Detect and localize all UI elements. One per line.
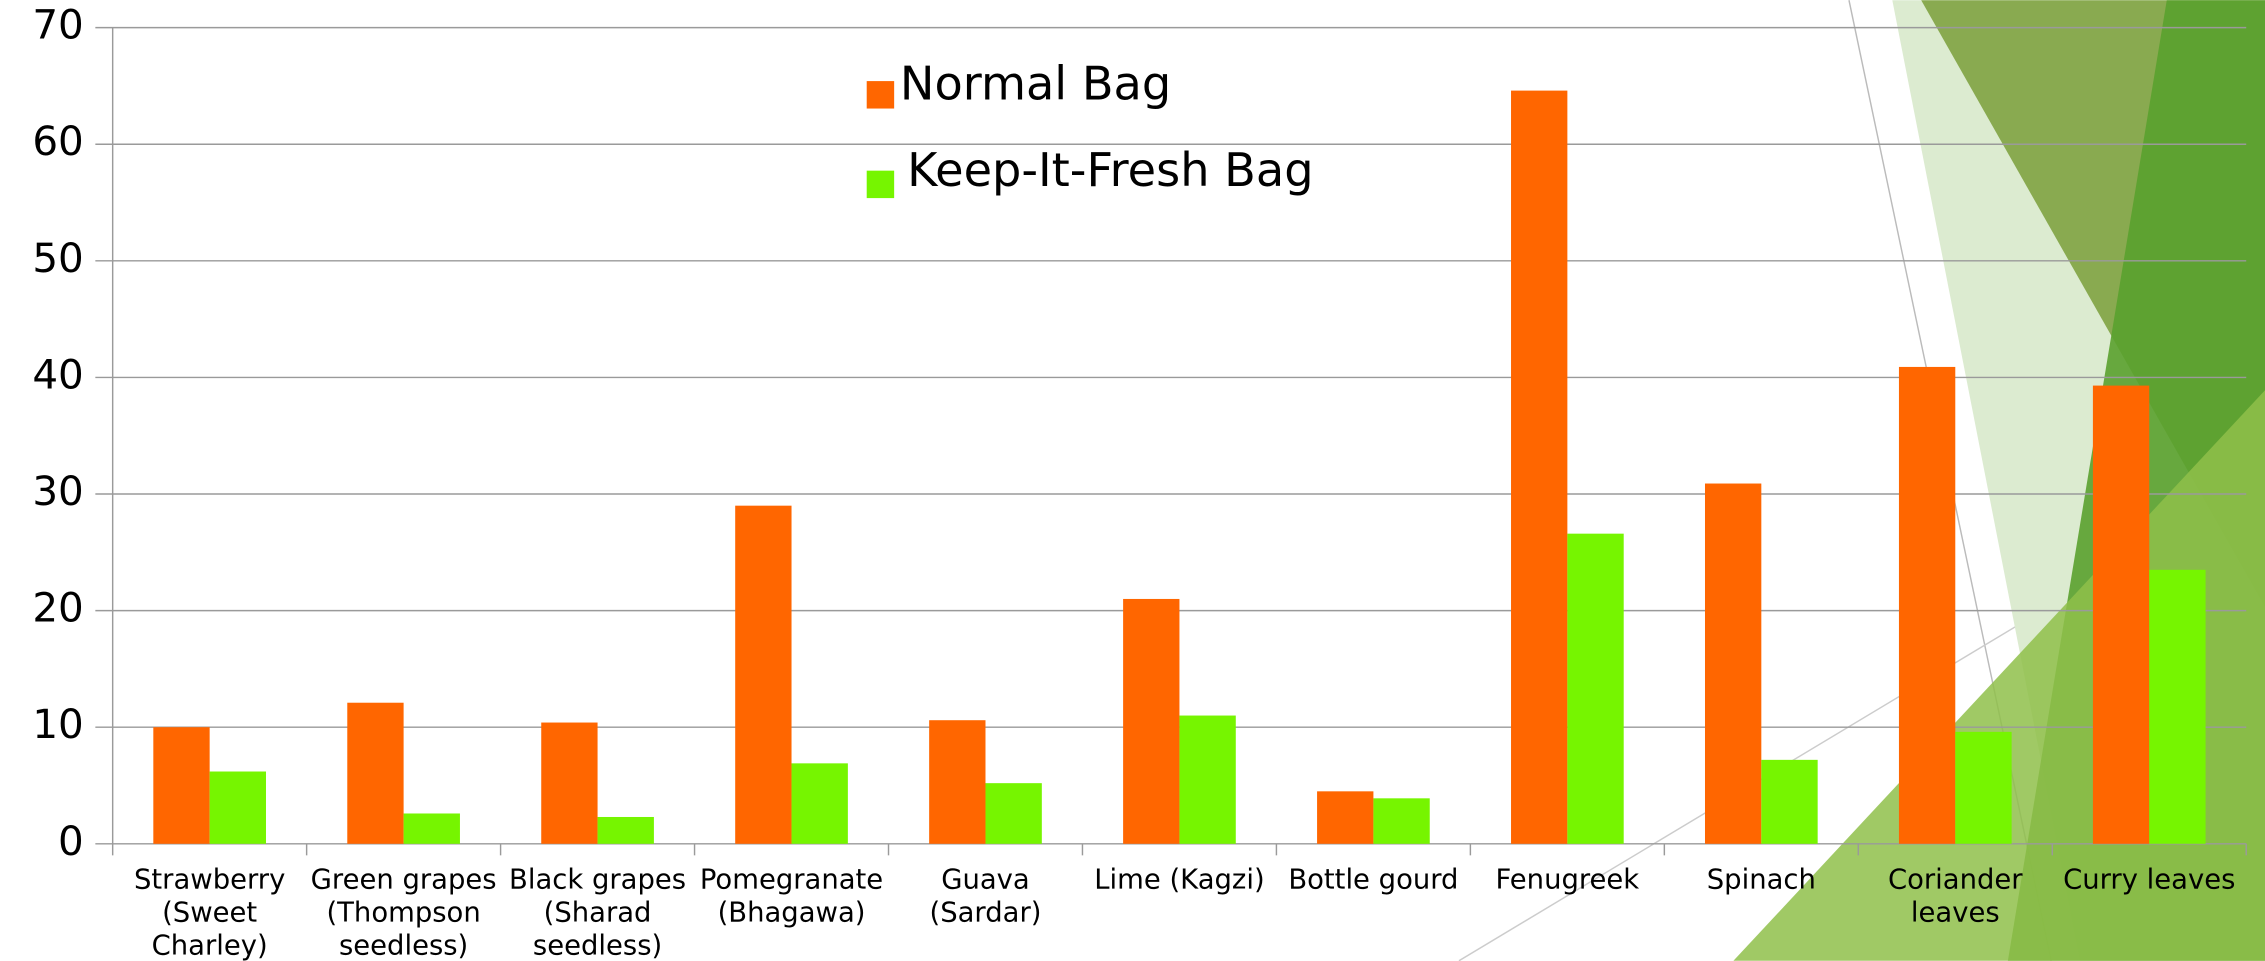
bar xyxy=(2149,570,2205,844)
x-tick-label: Spinach xyxy=(1707,865,1816,896)
legend-swatch xyxy=(867,171,894,198)
bar xyxy=(735,506,791,844)
bar xyxy=(598,817,654,844)
bars xyxy=(153,91,2205,844)
x-tick-label: Guava(Sardar) xyxy=(930,865,1042,929)
y-tick-label: 70 xyxy=(32,1,83,49)
y-tick-label: 40 xyxy=(32,350,83,398)
bar xyxy=(1373,798,1429,843)
x-tick-label: Curry leaves xyxy=(2063,865,2235,896)
bar xyxy=(1705,484,1761,844)
bar xyxy=(929,720,985,844)
x-tick-label: Lime (Kagzi) xyxy=(1094,865,1264,896)
legend-label: Normal Bag xyxy=(900,56,1171,110)
bar xyxy=(2093,386,2149,844)
bar xyxy=(1123,599,1179,844)
bar xyxy=(541,723,597,844)
bar xyxy=(210,772,266,844)
bar xyxy=(404,813,460,843)
bar xyxy=(1179,716,1235,844)
y-tick-label: 50 xyxy=(32,234,83,282)
bar xyxy=(347,703,403,844)
legend-swatch xyxy=(867,81,894,108)
x-tick-label: Fenugreek xyxy=(1496,865,1640,896)
bar xyxy=(1955,732,2011,844)
bar xyxy=(1899,367,1955,844)
y-tick-label: 20 xyxy=(32,584,83,632)
bar xyxy=(1317,791,1373,843)
y-tick-label: 60 xyxy=(32,117,83,165)
bar xyxy=(792,763,848,843)
legend-label: Keep-It-Fresh Bag xyxy=(907,143,1313,197)
chart: 0 10 20 30 40 50 60 70 Strawberry(SweetCharley) G… xyxy=(0,0,2265,961)
bar xyxy=(153,727,209,844)
y-tick-label: 10 xyxy=(32,700,83,748)
y-tick-label: 0 xyxy=(58,817,84,865)
x-tick-label: Bottle gourd xyxy=(1288,865,1458,896)
bar xyxy=(985,783,1041,844)
bar xyxy=(1761,760,1817,844)
y-tick-label: 30 xyxy=(32,467,83,515)
bar xyxy=(1511,91,1567,844)
x-tick-label: Pomegranate(Bhagawa) xyxy=(700,865,883,929)
bar xyxy=(1567,534,1623,844)
